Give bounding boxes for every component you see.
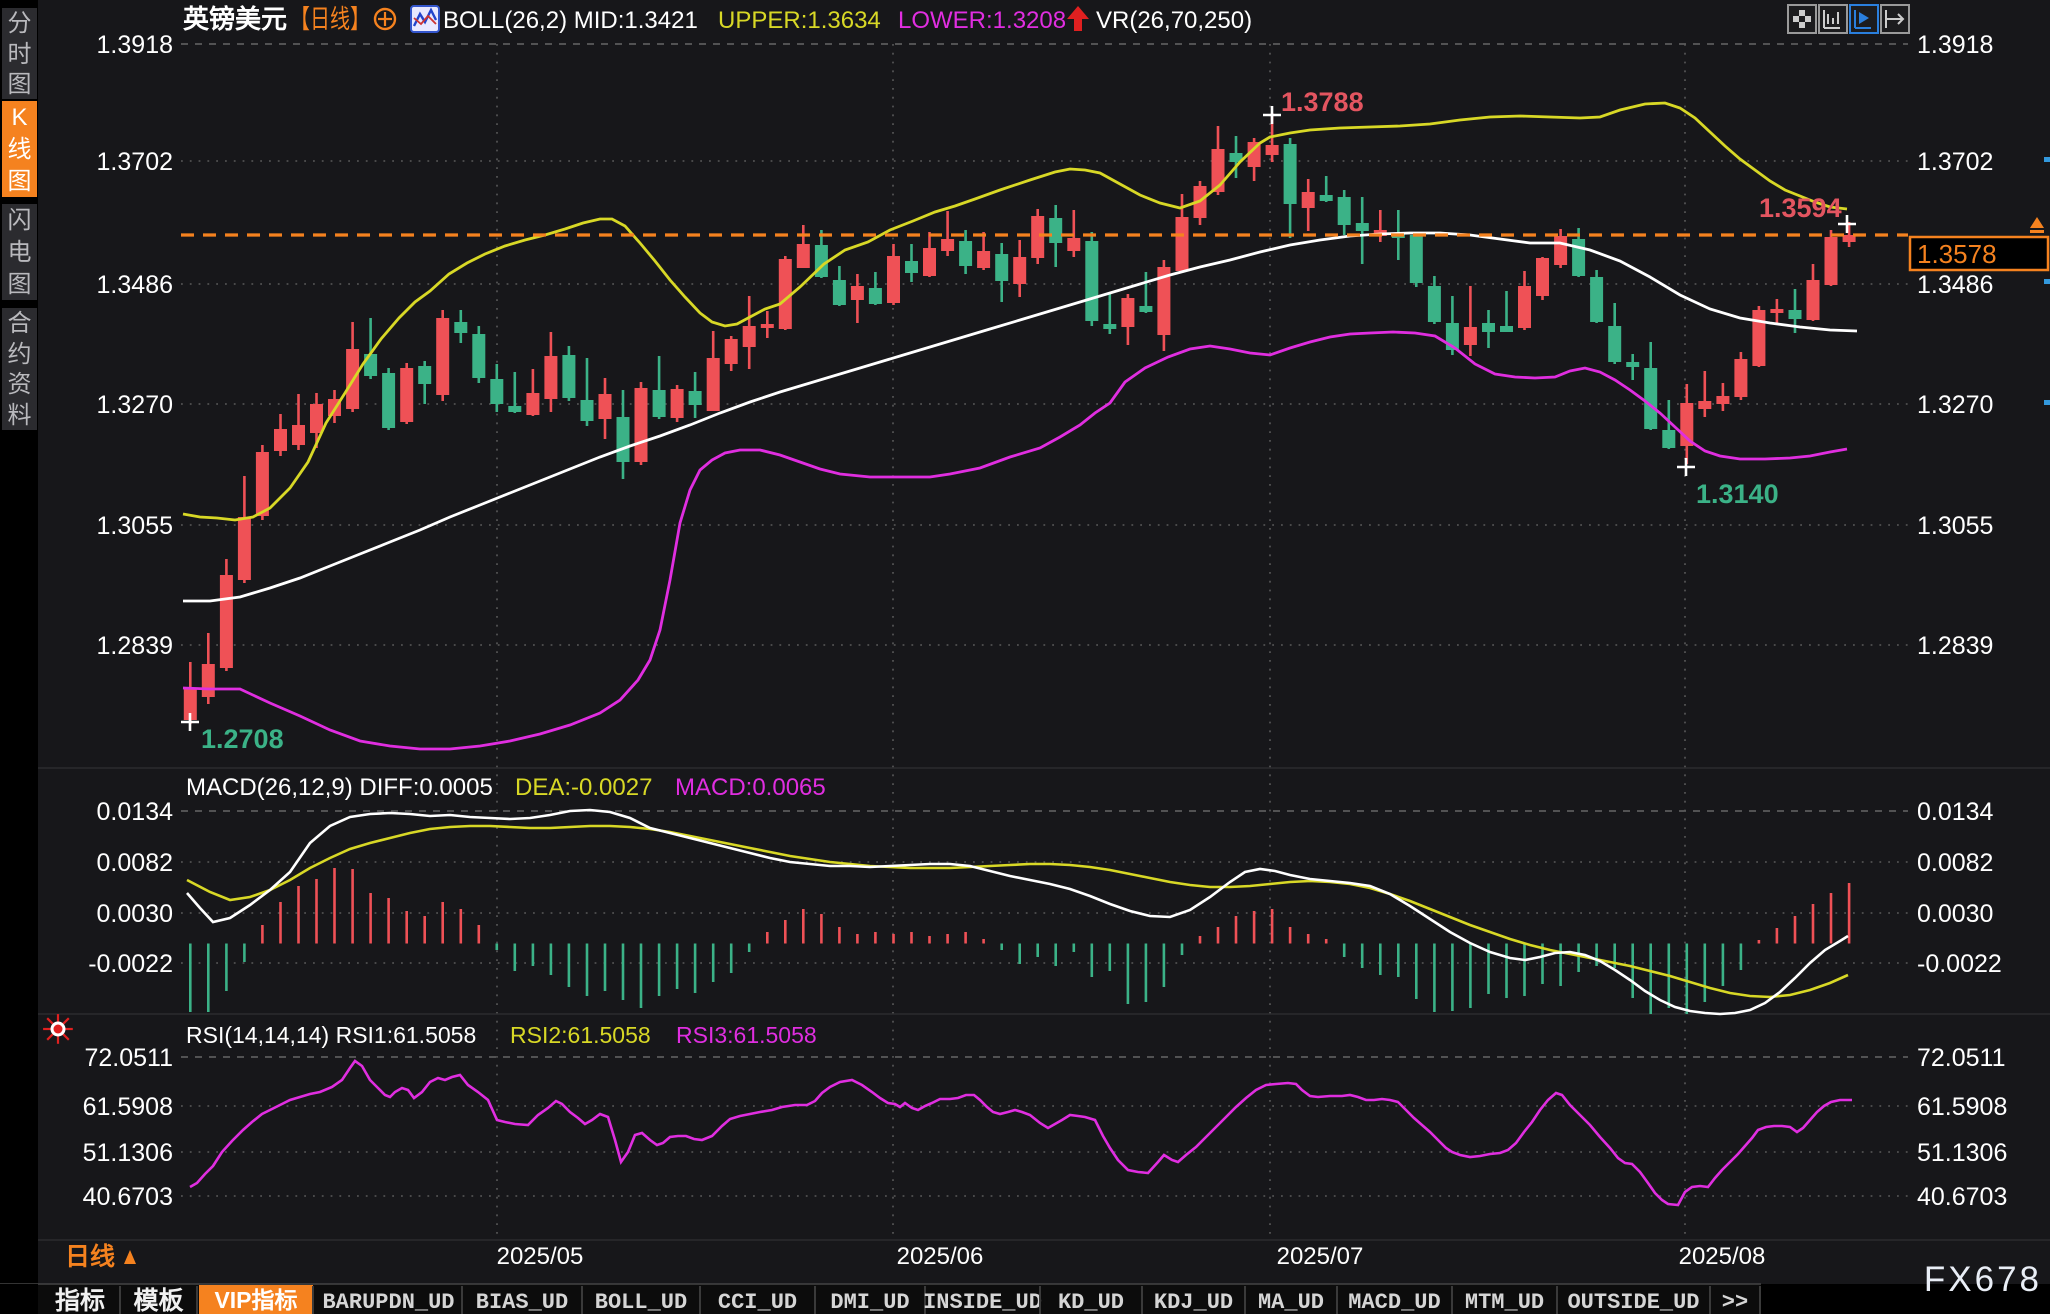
svg-text:0.0134: 0.0134 <box>97 798 174 826</box>
svg-text:1.3594: 1.3594 <box>1759 193 1842 223</box>
svg-text:72.0511: 72.0511 <box>84 1044 173 1072</box>
svg-text:分: 分 <box>8 10 32 37</box>
svg-text:图: 图 <box>8 71 32 98</box>
svg-text:RSI2:61.5058: RSI2:61.5058 <box>510 1022 651 1048</box>
svg-text:OUTSIDE_UD: OUTSIDE_UD <box>1567 1290 1699 1314</box>
svg-text:1.2708: 1.2708 <box>201 724 284 754</box>
svg-text:72.0511: 72.0511 <box>1917 1044 2006 1072</box>
svg-text:0.0134: 0.0134 <box>1917 798 1994 826</box>
svg-text:FX678: FX678 <box>1924 1260 2042 1299</box>
svg-text:40.6703: 40.6703 <box>1917 1183 2007 1211</box>
svg-text:MACD_UD: MACD_UD <box>1348 1290 1440 1314</box>
svg-text:KDJ_UD: KDJ_UD <box>1154 1290 1233 1314</box>
svg-text:闪: 闪 <box>8 207 32 234</box>
svg-text:-0.0022: -0.0022 <box>1917 950 2002 978</box>
svg-text:0.0030: 0.0030 <box>97 900 173 928</box>
svg-text:1.3055: 1.3055 <box>1917 512 1993 540</box>
svg-text:INSIDE_UD: INSIDE_UD <box>923 1290 1042 1314</box>
svg-text:61.5908: 61.5908 <box>83 1093 173 1121</box>
svg-text:2025/05: 2025/05 <box>497 1243 584 1270</box>
svg-text:MACD:0.0065: MACD:0.0065 <box>675 774 826 801</box>
svg-text:图: 图 <box>8 168 32 195</box>
svg-text:模板: 模板 <box>133 1286 183 1314</box>
svg-text:【日线】: 【日线】 <box>290 4 370 34</box>
svg-text:DEA:-0.0027: DEA:-0.0027 <box>515 774 652 801</box>
svg-text:1.3788: 1.3788 <box>1281 87 1364 117</box>
svg-text:BARUPDN_UD: BARUPDN_UD <box>322 1290 454 1314</box>
svg-text:1.3486: 1.3486 <box>97 271 173 299</box>
svg-text:0.0030: 0.0030 <box>1917 900 1993 928</box>
svg-text:51.1306: 51.1306 <box>1917 1139 2007 1167</box>
svg-text:时: 时 <box>8 41 32 68</box>
svg-text:1.3140: 1.3140 <box>1696 479 1779 509</box>
svg-text:1.3578: 1.3578 <box>1917 239 1997 269</box>
svg-text:线: 线 <box>8 136 32 163</box>
svg-text:约: 约 <box>8 341 32 368</box>
svg-text:51.1306: 51.1306 <box>83 1139 173 1167</box>
svg-text:1.3918: 1.3918 <box>97 31 173 59</box>
svg-text:K: K <box>11 104 27 131</box>
svg-text:BOLL(26,2) MID:1.3421: BOLL(26,2) MID:1.3421 <box>443 7 698 34</box>
svg-text:DMI_UD: DMI_UD <box>830 1290 909 1314</box>
svg-text:40.6703: 40.6703 <box>83 1183 173 1211</box>
svg-text:英镑美元: 英镑美元 <box>183 4 287 34</box>
svg-text:VIP指标: VIP指标 <box>214 1287 297 1313</box>
svg-text:MA_UD: MA_UD <box>1258 1290 1324 1314</box>
svg-text:电: 电 <box>8 239 32 266</box>
svg-text:RSI(14,14,14) RSI1:61.5058: RSI(14,14,14) RSI1:61.5058 <box>186 1022 476 1048</box>
svg-text:0.0082: 0.0082 <box>1917 849 1993 877</box>
svg-text:合: 合 <box>8 310 32 337</box>
svg-text:图: 图 <box>8 271 32 298</box>
svg-text:RSI3:61.5058: RSI3:61.5058 <box>676 1022 817 1048</box>
svg-text:1.3918: 1.3918 <box>1917 31 1993 59</box>
svg-text:1.2839: 1.2839 <box>1917 632 1993 660</box>
svg-text:1.3486: 1.3486 <box>1917 271 1993 299</box>
svg-text:2025/08: 2025/08 <box>1679 1243 1766 1270</box>
svg-text:料: 料 <box>8 402 32 429</box>
svg-text:CCI_UD: CCI_UD <box>718 1290 797 1314</box>
svg-text:VR(26,70,250): VR(26,70,250) <box>1096 7 1252 34</box>
svg-text:1.3270: 1.3270 <box>1917 391 1993 419</box>
svg-text:2025/06: 2025/06 <box>897 1243 984 1270</box>
svg-text:1.3702: 1.3702 <box>1917 148 1993 176</box>
svg-text:1.2839: 1.2839 <box>97 632 173 660</box>
svg-text:KD_UD: KD_UD <box>1058 1290 1124 1314</box>
svg-text:日线: 日线 <box>65 1242 115 1271</box>
svg-text:1.3055: 1.3055 <box>97 512 173 540</box>
svg-text:-0.0022: -0.0022 <box>88 950 173 978</box>
svg-text:LOWER:1.3208: LOWER:1.3208 <box>898 7 1066 34</box>
svg-text:指标: 指标 <box>55 1287 105 1314</box>
svg-text:BOLL_UD: BOLL_UD <box>595 1290 687 1314</box>
svg-text:MTM_UD: MTM_UD <box>1465 1290 1544 1314</box>
svg-text:1.3270: 1.3270 <box>97 391 173 419</box>
svg-text:>>: >> <box>1722 1290 1748 1314</box>
svg-text:1.3702: 1.3702 <box>97 148 173 176</box>
svg-text:MACD(26,12,9) DIFF:0.0005: MACD(26,12,9) DIFF:0.0005 <box>186 774 493 801</box>
svg-text:61.5908: 61.5908 <box>1917 1093 2007 1121</box>
svg-text:资: 资 <box>8 371 32 398</box>
svg-text:UPPER:1.3634: UPPER:1.3634 <box>718 7 881 34</box>
svg-text:BIAS_UD: BIAS_UD <box>476 1290 568 1314</box>
svg-text:0.0082: 0.0082 <box>97 849 173 877</box>
svg-text:2025/07: 2025/07 <box>1277 1243 1364 1270</box>
